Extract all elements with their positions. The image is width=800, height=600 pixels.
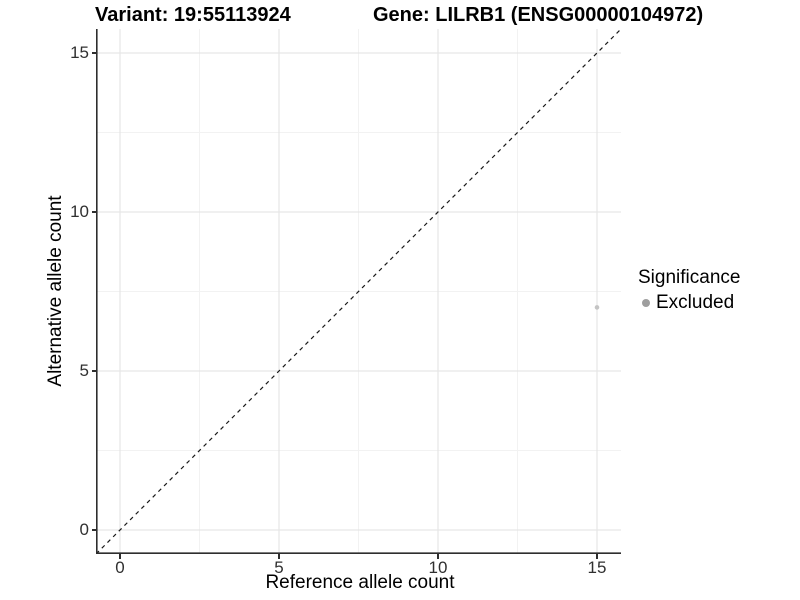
legend-title: Significance <box>638 267 741 288</box>
identity-line <box>96 29 621 554</box>
x-tick-label: 15 <box>587 558 607 577</box>
y-tick-mark <box>91 211 96 213</box>
y-tick-mark <box>91 370 96 372</box>
y-tick-label: 5 <box>79 361 89 380</box>
x-tick-label: 5 <box>274 558 284 577</box>
y-tick-mark <box>91 529 96 531</box>
data-point <box>594 305 600 310</box>
x-tick-mark <box>596 554 598 559</box>
plot-panel <box>96 29 621 554</box>
legend-entries: Excluded <box>636 292 740 314</box>
legend-key-dot-icon <box>642 299 650 307</box>
x-tick-label: 0 <box>115 558 125 577</box>
y-tick-label: 0 <box>79 520 89 539</box>
plot-title-variant: Variant: 19:55113924 <box>95 4 291 26</box>
x-tick-mark <box>119 554 121 559</box>
plot-title-gene: Gene: LILRB1 (ENSG00000104972) <box>373 4 704 26</box>
y-tick-mark <box>91 52 96 54</box>
x-tick-mark <box>278 554 280 559</box>
legend-entry-label: Excluded <box>656 292 735 313</box>
legend: Significance Excluded <box>636 266 740 314</box>
y-axis-title: Alternative allele count <box>45 195 66 387</box>
x-axis-title: Reference allele count <box>265 572 455 593</box>
x-tick-mark <box>437 554 439 559</box>
y-tick-label: 10 <box>70 202 89 221</box>
legend-entry: Excluded <box>636 292 740 314</box>
y-tick-label: 15 <box>70 43 89 62</box>
x-tick-label: 10 <box>428 558 448 577</box>
